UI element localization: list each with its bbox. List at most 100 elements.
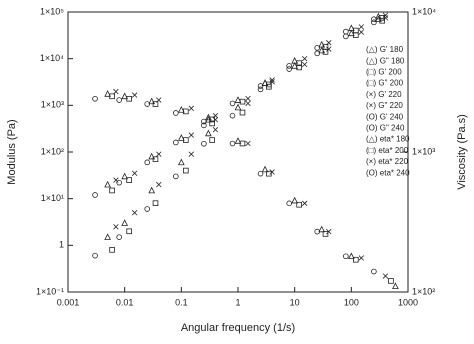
x-axis-label: Angular frequency (1/s) xyxy=(181,322,295,334)
data-point xyxy=(314,45,321,51)
data-point xyxy=(229,100,236,107)
data-point xyxy=(318,225,326,233)
y-tick-label: 1×10⁵ xyxy=(40,6,64,16)
data-point xyxy=(116,234,122,240)
data-point xyxy=(347,29,355,37)
data-point xyxy=(104,90,111,97)
data-point xyxy=(257,83,264,89)
data-point xyxy=(245,140,251,147)
data-point xyxy=(291,62,299,69)
data-point xyxy=(212,113,219,119)
data-point xyxy=(109,247,115,253)
data-point xyxy=(234,137,242,144)
data-point xyxy=(234,96,242,103)
data-point xyxy=(343,253,349,260)
data-point xyxy=(245,95,251,102)
data-point xyxy=(152,200,159,206)
y2-tick-label: 1×10⁴ xyxy=(412,6,436,16)
y-tick-label: 1×10⁴ xyxy=(40,53,64,63)
data-point xyxy=(113,224,119,230)
data-point xyxy=(152,101,159,107)
y-axis-label: Modulus (Pa) xyxy=(6,119,18,184)
data-point xyxy=(347,252,355,260)
data-point xyxy=(144,101,151,107)
data-point xyxy=(201,140,207,147)
data-point xyxy=(148,152,156,160)
legend-label: (×) G" 220 xyxy=(366,101,403,110)
x-tick-label: 1000 xyxy=(398,297,418,307)
x-tick-label: 0.1 xyxy=(175,297,188,307)
data-point xyxy=(156,181,162,188)
data-point xyxy=(371,16,377,23)
data-point xyxy=(371,19,377,26)
data-point xyxy=(205,115,212,123)
data-point xyxy=(188,151,194,157)
data-point xyxy=(286,66,292,72)
data-point xyxy=(104,180,111,188)
data-point xyxy=(116,97,122,103)
plot-frame xyxy=(67,11,409,293)
legend-label: (O) G' 240 xyxy=(366,112,404,121)
data-point xyxy=(126,95,132,102)
data-point xyxy=(392,282,399,290)
data-point xyxy=(358,255,364,261)
x-tick-label: 10 xyxy=(290,297,300,307)
data-point xyxy=(209,137,215,143)
data-point xyxy=(113,88,119,95)
data-point xyxy=(131,210,138,216)
x-tick-label: 100 xyxy=(344,297,359,307)
y-tick-label: 1×10¹ xyxy=(41,193,64,203)
data-point xyxy=(173,173,179,180)
data-point xyxy=(266,170,272,177)
x-tick-label: 0.001 xyxy=(57,297,80,307)
data-point xyxy=(126,228,132,235)
data-point xyxy=(379,17,385,24)
data-point xyxy=(371,268,377,275)
data-point xyxy=(261,165,269,173)
data-point xyxy=(382,15,389,21)
data-point xyxy=(257,170,264,177)
data-point xyxy=(296,64,302,71)
data-point xyxy=(177,158,185,166)
data-point xyxy=(353,32,359,38)
data-point xyxy=(92,252,98,259)
data-point xyxy=(239,98,246,105)
data-point xyxy=(239,109,246,116)
data-point xyxy=(144,206,151,212)
data-point xyxy=(148,97,156,105)
data-point xyxy=(116,179,122,186)
data-point xyxy=(121,92,129,100)
data-point xyxy=(358,29,364,35)
data-point xyxy=(286,63,292,69)
data-point xyxy=(131,170,138,176)
data-point xyxy=(177,106,185,113)
legend-label: (△) G" 180 xyxy=(366,56,405,65)
data-point xyxy=(113,177,119,183)
data-point xyxy=(212,117,219,123)
data-point xyxy=(229,112,236,119)
data-point xyxy=(266,81,272,88)
data-point xyxy=(121,219,129,226)
data-point xyxy=(177,134,185,141)
data-point xyxy=(173,110,179,116)
legend-label: (×) G' 220 xyxy=(366,90,402,99)
data-point xyxy=(296,201,302,208)
x-tick-label: 0.01 xyxy=(116,297,134,307)
data-point xyxy=(245,100,251,107)
data-point xyxy=(326,46,332,52)
data-point xyxy=(152,156,159,163)
data-point xyxy=(343,33,349,40)
data-point xyxy=(183,137,189,143)
legend-label: (□) eta* 200 xyxy=(366,146,409,155)
y-tick-label: 1×10³ xyxy=(41,100,64,110)
data-point xyxy=(286,200,292,207)
data-point xyxy=(322,49,329,55)
data-point xyxy=(301,55,308,62)
data-point xyxy=(212,127,219,133)
data-point xyxy=(121,172,129,180)
data-point xyxy=(379,15,385,21)
y2-axis-label: Viscosity (Pa.s) xyxy=(456,114,468,190)
data-point xyxy=(234,103,242,111)
data-point xyxy=(201,122,207,129)
